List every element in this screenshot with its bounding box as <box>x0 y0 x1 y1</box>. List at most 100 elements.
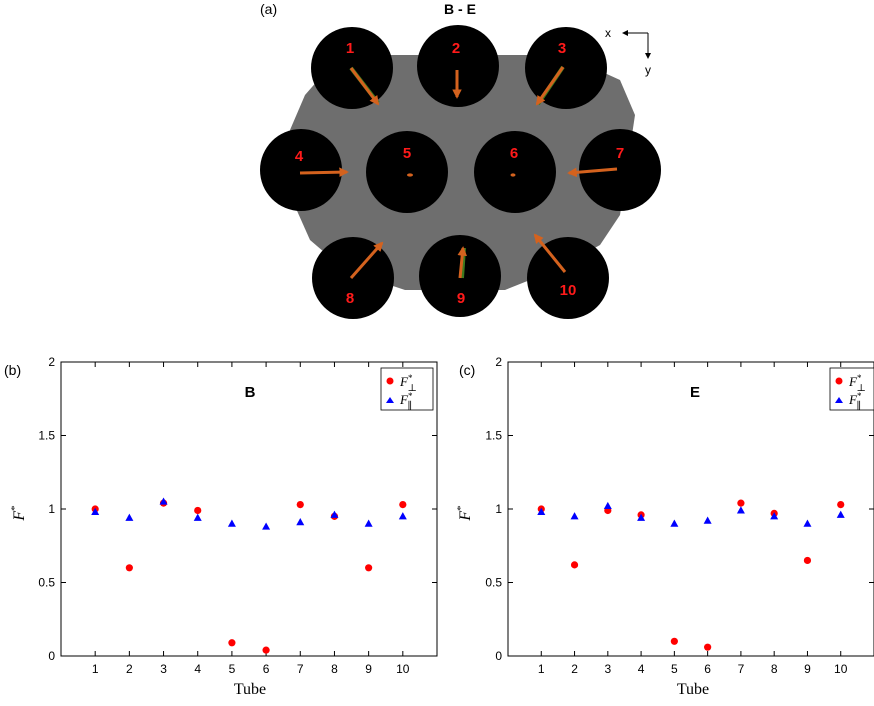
chart-c-xtick-label: 8 <box>771 662 778 676</box>
chart-c-point-perp-2 <box>570 561 579 569</box>
chart-c-title: E <box>690 384 700 401</box>
chart-c-point-perp-9 <box>803 556 812 565</box>
chart-c-xtick-label: 2 <box>571 662 578 676</box>
axis-y-label: y <box>645 63 651 77</box>
arrow-tube-10 <box>533 233 567 273</box>
chart-c-panel-label: (c) <box>459 362 475 378</box>
chart-b-ytick-label: 1 <box>48 502 55 516</box>
panel-a-tube-bundle: (a) B - E x y <box>260 1 661 319</box>
chart-b-point-par-10 <box>398 512 407 520</box>
chart-b-point-par-8 <box>330 510 339 518</box>
chart-b-marks: 1 2 3 4 5 6 7 8 9 10 0 0.5 1 1.5 2 <box>38 355 437 676</box>
chart-c-point-par-4 <box>637 513 646 521</box>
chart-b-point-perp-9 <box>365 564 373 572</box>
chart-b-point-perp-6 <box>262 646 270 654</box>
chart-c-xtick-label: 9 <box>804 662 811 676</box>
arrow-tube-8 <box>349 241 384 279</box>
chart-b-xtick-label: 6 <box>263 662 270 676</box>
chart-c-legend-par: F* ∥ <box>848 391 862 412</box>
chart-b-legend-par: F* ∥ <box>399 391 413 412</box>
chart-c-marks: 1 2 3 4 5 6 7 8 9 10 0 0.5 1 1.5 2 <box>485 355 874 676</box>
chart-c-point-par-8 <box>770 512 779 520</box>
tube-number-7: 7 <box>616 145 624 162</box>
chart-b-point-par-1 <box>91 507 100 515</box>
chart-c-xtick-label: 5 <box>671 662 678 676</box>
chart-c-ylabel: F* <box>455 505 474 521</box>
chart-c-point-par-9 <box>803 519 812 527</box>
chart-b-xtick-label: 1 <box>92 662 99 676</box>
chart-b-xtick-label: 4 <box>194 662 201 676</box>
chart-b-legend: F* ⊥ F* ∥ <box>380 367 434 412</box>
chart-c-point-perp-6 <box>704 643 712 651</box>
panel-a-title: B - E <box>444 1 476 17</box>
chart-c-legend-triangle-marker <box>835 397 843 403</box>
chart-b-title: B <box>245 384 256 401</box>
chart-c-point-par-1 <box>537 507 546 515</box>
chart-c-point-par-6 <box>703 516 712 524</box>
tube-3 <box>525 27 607 109</box>
tube-number-10: 10 <box>560 282 577 299</box>
force-arrows <box>299 65 618 279</box>
tube-5 <box>366 131 448 213</box>
chart-b-ytick-label: 0.5 <box>38 576 55 590</box>
chart-c-xtick-label: 10 <box>834 662 848 676</box>
chart-b-point-perp-4 <box>194 506 202 515</box>
chart-b-xtick-label: 5 <box>229 662 236 676</box>
chart-c-plot-area <box>507 361 874 657</box>
tube-7 <box>579 129 661 211</box>
chart-c-xtick-label: 7 <box>738 662 745 676</box>
arrow-tube-7 <box>567 167 618 178</box>
chart-c-point-par-7 <box>736 506 745 514</box>
chart-b-point-perp-2 <box>125 564 133 572</box>
tube-2 <box>417 25 499 107</box>
tube-number-3: 3 <box>558 40 566 57</box>
chart-b-xtick-label: 3 <box>160 662 167 676</box>
chart-c-point-par-10 <box>836 510 845 518</box>
chart-b-xlabel: Tube <box>234 681 266 698</box>
tube-number-1: 1 <box>346 40 354 57</box>
chart-b-legend-perp: F* ⊥ <box>399 373 417 394</box>
chart-b-xtick-label: 8 <box>331 662 338 676</box>
chart-b-legend-triangle-marker <box>386 397 394 403</box>
chart-b-plot-area <box>60 361 438 657</box>
chart-c-point-perp-7 <box>737 499 745 507</box>
tube-number-8: 8 <box>346 290 354 307</box>
tube-number-4: 4 <box>295 148 304 165</box>
chart-c-xtick-label: 1 <box>538 662 545 676</box>
chart-b-point-perp-7 <box>296 500 304 509</box>
axis-indicator: x y <box>605 26 651 77</box>
chart-c-xtick-label: 3 <box>604 662 611 676</box>
arrow-tube-1-main <box>349 67 380 106</box>
chart-b-point-perp-5 <box>228 639 236 647</box>
chart-b-panel-label: (b) <box>4 362 21 378</box>
tube-number-5: 5 <box>403 145 411 162</box>
panel-a-label: (a) <box>260 1 277 17</box>
chart-b-ytick-label: 0 <box>48 649 55 663</box>
chart-b-ytick-label: 2 <box>48 355 55 369</box>
chart-c-point-perp-10 <box>837 500 845 509</box>
fluid-region <box>290 55 635 290</box>
chart-c-point-par-2 <box>570 512 579 520</box>
tube-4 <box>260 129 342 211</box>
chart-c-xtick-label: 4 <box>638 662 645 676</box>
chart-c-legend: F* ⊥ F* ∥ <box>829 367 874 412</box>
arrow-tube-3 <box>535 66 565 106</box>
chart-c-legend-perp: F* ⊥ <box>848 373 866 394</box>
chart-b-point-par-2 <box>125 513 134 521</box>
chart-c-ytick-label: 1.5 <box>485 429 502 443</box>
arrow-tube-6 <box>510 173 516 177</box>
arrow-tube-4 <box>299 167 349 177</box>
chart-b-xtick-label: 10 <box>396 662 410 676</box>
chart-b-ylabel: F* <box>9 505 28 521</box>
chart-b-legend-circle-marker <box>386 377 394 385</box>
tube-6 <box>474 131 556 213</box>
chart-c: (c) E Tube F* 1 2 3 4 5 6 7 8 9 10 0 0.5 1 1.5 2 F* ⊥ F… <box>455 355 874 698</box>
chart-b-xtick-label: 2 <box>126 662 133 676</box>
tube-number-9: 9 <box>457 290 465 307</box>
tube-10 <box>527 237 609 319</box>
chart-b-point-par-4 <box>193 513 202 521</box>
chart-c-ytick-label: 2 <box>495 355 502 369</box>
chart-b-xtick-label: 9 <box>365 662 372 676</box>
chart-c-ytick-label: 0.5 <box>485 576 502 590</box>
